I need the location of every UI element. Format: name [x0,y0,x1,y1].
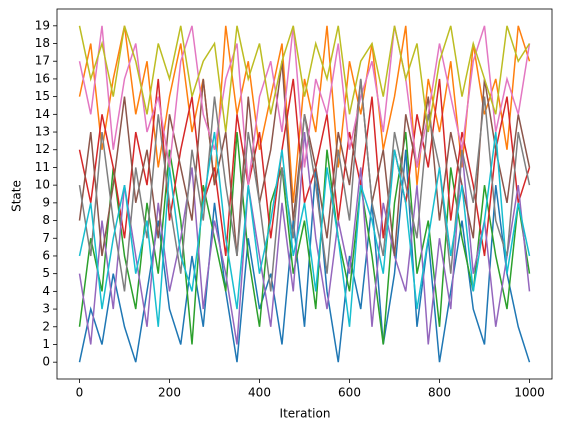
y-tick-label: 15 [35,89,50,103]
series-line [78,131,531,327]
y-tick-label: 5 [42,266,50,280]
y-tick-label: 3 [42,302,50,316]
x-tick-label: 200 [158,386,181,400]
y-tick-label: 1 [42,337,50,351]
y-axis-label: State [10,180,24,212]
y-tick-label: 18 [35,36,50,50]
y-tick-label: 10 [35,178,50,192]
plot-frame [56,8,553,380]
y-tick-label: 14 [35,107,50,121]
x-tick-label: 0 [76,386,84,400]
x-tick-label: 600 [338,386,361,400]
y-tick-label: 7 [42,231,50,245]
y-tick-label: 4 [42,284,50,298]
x-tick-label: 1000 [514,386,545,400]
y-tick-label: 9 [42,195,50,209]
x-tick-label: 800 [428,386,451,400]
y-tick-label: 17 [35,54,50,68]
y-tick-label: 6 [42,248,50,262]
series-line [78,25,531,186]
y-tick-label: 12 [35,142,50,156]
series-line [78,25,531,203]
series-line [78,131,531,345]
y-tick-label: 0 [42,355,50,369]
series-line [78,25,531,133]
x-tick-label: 400 [248,386,271,400]
x-axis-label: Iteration [280,407,331,421]
y-tick-label: 16 [35,71,50,85]
y-tick-label: 13 [35,125,50,139]
y-tick-label: 11 [35,160,50,174]
y-tick-label: 8 [42,213,50,227]
y-tick-label: 19 [35,18,50,32]
y-tick-label: 2 [42,319,50,333]
